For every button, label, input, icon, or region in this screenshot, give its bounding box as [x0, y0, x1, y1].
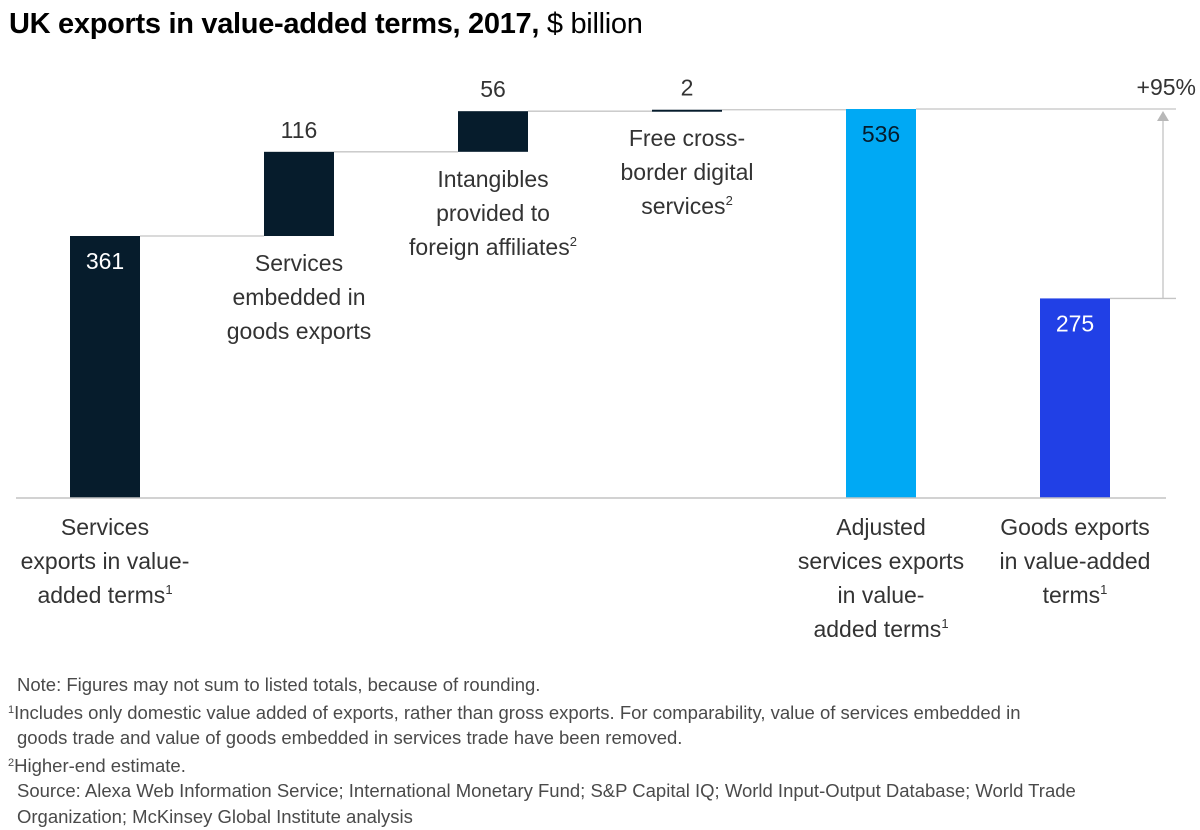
connector-lines: [140, 109, 846, 237]
source-line-1: Source: Alexa Web Information Service; I…: [17, 780, 1076, 801]
value-label-1: 361: [86, 248, 124, 274]
bar-2: [264, 151, 334, 237]
bar-4: [652, 109, 722, 112]
category-label-4-line: Free cross-: [629, 125, 745, 151]
footnote-1-text: Includes only domestic value added of ex…: [14, 701, 1021, 723]
bar-3: [458, 111, 528, 152]
footnote-2-mark: 2: [8, 756, 15, 769]
footnotes: Note: Figures may not sum to listed tota…: [8, 672, 1198, 829]
category-label-6-line: in value-added: [1000, 548, 1151, 574]
category-label-3-line: Intangibles: [437, 166, 548, 192]
arrow-up-icon: [1157, 111, 1169, 121]
growth-annotation-label: +95%: [1137, 74, 1196, 100]
category-label-6-line: terms1: [1043, 582, 1108, 608]
value-label-6: 275: [1056, 310, 1094, 336]
value-labels: 361 116 56 2 536 275: [86, 75, 1094, 337]
category-label-5-line: Adjusted: [836, 514, 926, 540]
category-label-3-line: foreign affiliates2: [409, 234, 577, 260]
category-label-6-line: Goods exports: [1000, 514, 1150, 540]
footnote-marker: 1: [1100, 582, 1107, 597]
category-label-2-line: Services: [255, 250, 343, 276]
footnote-marker: 2: [726, 193, 733, 208]
category-label-3-line: provided to: [436, 200, 550, 226]
category-label-1-line: Services: [61, 514, 149, 540]
footnote-2: 2Higher-end estimate.: [8, 751, 1198, 779]
value-label-2: 116: [281, 117, 318, 143]
bar-1: [70, 236, 140, 498]
value-label-5: 536: [862, 121, 900, 147]
bar-6: [1040, 298, 1110, 498]
source-line-2: Organization; McKinsey Global Institute …: [17, 805, 413, 827]
category-label-5-line: added terms1: [813, 616, 948, 642]
note-rounding: Note: Figures may not sum to listed tota…: [17, 674, 541, 695]
category-label-1-line: added terms1: [37, 582, 172, 608]
footnote-marker: 2: [570, 234, 577, 249]
category-label-4-line: border digital: [621, 159, 754, 185]
footnote-marker: 1: [941, 616, 948, 631]
bar-5: [846, 109, 916, 498]
waterfall-chart: 361 116 56 2 536 275 Services exports in value…: [16, 74, 1196, 642]
category-label-1-line: exports in value-: [21, 548, 190, 574]
footnote-1-continued: goods trade and value of goods embedded …: [17, 727, 683, 748]
chart-title: UK exports in value-added terms, 2017, $…: [9, 8, 643, 41]
category-label-2-line: embedded in: [233, 284, 366, 310]
category-label-5-line: services exports: [798, 548, 964, 574]
footnote-2-text: Higher-end estimate.: [14, 754, 186, 776]
value-label-4: 2: [681, 75, 694, 101]
value-label-3: 56: [480, 76, 506, 102]
growth-annotation: +95%: [916, 74, 1196, 300]
chart-title-main: UK exports in value-added terms, 2017,: [9, 8, 540, 40]
footnote-1: 1Includes only domestic value added of e…: [8, 698, 1198, 726]
bars: [70, 109, 1110, 498]
category-label-5-line: in value-: [838, 582, 925, 608]
category-label-2-line: goods exports: [227, 318, 371, 344]
category-labels: Services exports in value-added terms1 Ser…: [21, 125, 1151, 642]
chart-title-unit: $ billion: [539, 8, 643, 40]
category-label-4-line: services2: [641, 193, 733, 219]
footnote-marker: 1: [165, 582, 172, 597]
footnote-1-mark: 1: [8, 703, 15, 716]
